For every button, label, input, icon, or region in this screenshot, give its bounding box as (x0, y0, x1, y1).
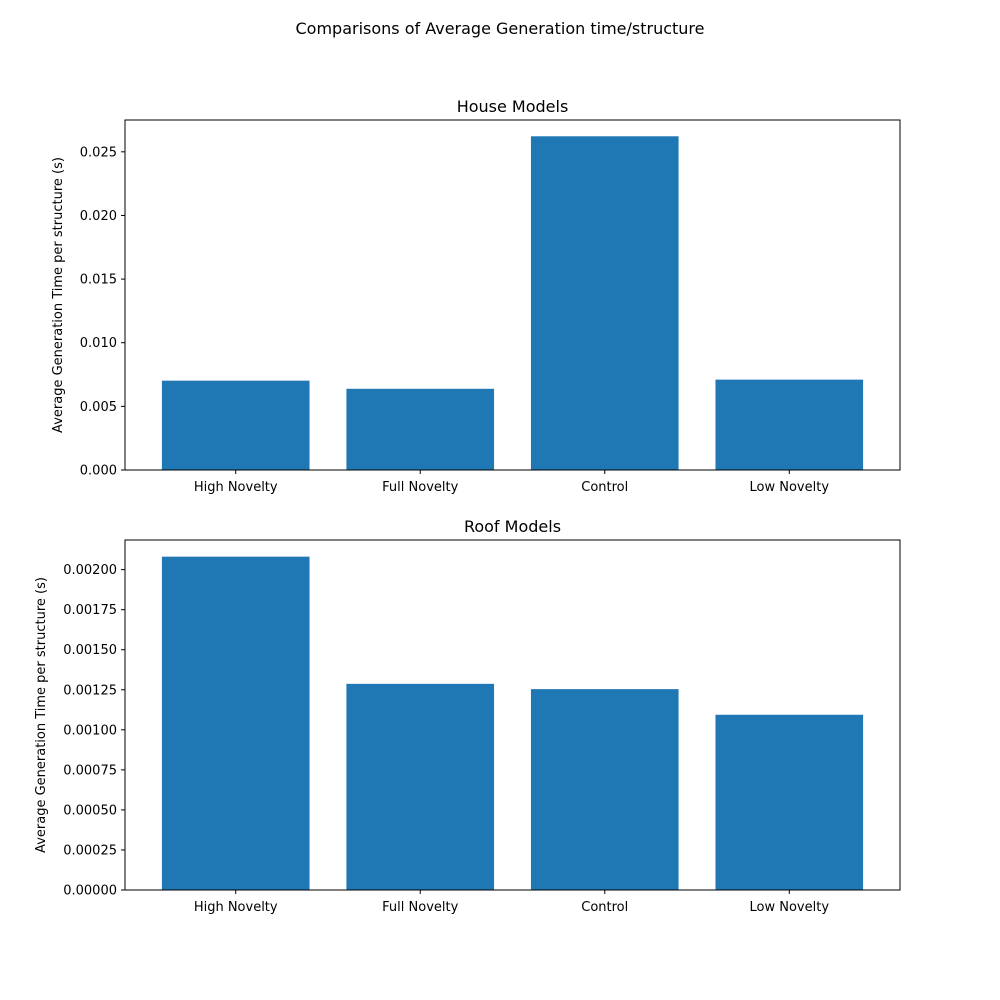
x-tick-label: Low Novelty (750, 480, 830, 495)
bar-full-novelty (346, 388, 495, 470)
bar-control (530, 136, 679, 471)
bar-control (530, 689, 679, 890)
axes-frame (124, 539, 901, 891)
y-tick-label: 0.020 (80, 209, 117, 224)
y-tick-label: 0.000 (80, 464, 117, 479)
x-tick-label: High Novelty (194, 480, 278, 495)
y-tick-label: 0.00000 (63, 884, 117, 899)
y-tick-label: 0.00150 (63, 643, 117, 658)
y-axis-label: Average Generation Time per structure (s… (51, 157, 66, 433)
chart-panel-1: House Models 0.000 0.005 0.010 0.015 0.020 0.0… (51, 97, 901, 495)
y-tick-label: 0.005 (80, 400, 117, 415)
x-tick-label: Full Novelty (382, 900, 458, 915)
x-tick-label: Control (581, 480, 628, 495)
y-tick-label: 0.00050 (63, 803, 117, 818)
chart-title: House Models (457, 97, 569, 116)
y-tick-label: 0.010 (80, 336, 117, 351)
x-tick-label: Low Novelty (750, 900, 830, 915)
x-tick-label: Full Novelty (382, 480, 458, 495)
y-tick-label: 0.00100 (63, 723, 117, 738)
y-tick-label: 0.00200 (63, 563, 117, 578)
y-tick-label: 0.015 (80, 273, 117, 288)
bar-low-novelty (715, 379, 864, 470)
y-tick-label: 0.00175 (63, 603, 117, 618)
axes-frame (124, 119, 901, 471)
chart-panel-2: Roof Models 0.00000 0.00025 0.00050 0.00075 0… (34, 517, 901, 915)
y-tick-label: 0.00075 (63, 763, 117, 778)
y-tick-label: 0.00025 (63, 843, 117, 858)
y-axis-label: Average Generation Time per structure (s… (34, 577, 49, 853)
y-tick-label: 0.025 (80, 145, 117, 160)
bar-full-novelty (346, 683, 495, 890)
bar-low-novelty (715, 714, 864, 890)
figure-suptitle: Comparisons of Average Generation time/s… (295, 19, 704, 38)
bar-high-novelty (161, 380, 310, 470)
bar-high-novelty (161, 556, 310, 890)
x-tick-label: Control (581, 900, 628, 915)
y-tick-label: 0.00125 (63, 683, 117, 698)
chart-title: Roof Models (464, 517, 561, 536)
x-tick-label: High Novelty (194, 900, 278, 915)
